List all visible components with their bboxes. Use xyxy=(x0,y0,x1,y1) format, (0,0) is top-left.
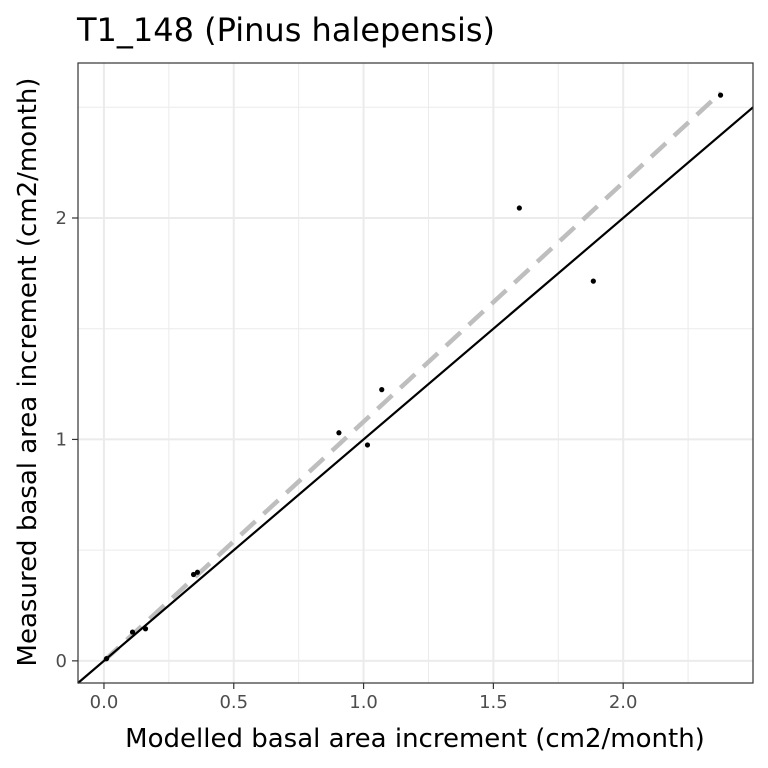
chart-title: T1_148 (Pinus halepensis) xyxy=(76,11,495,49)
y-tick-label: 1 xyxy=(56,429,67,450)
data-point xyxy=(336,430,342,436)
data-point xyxy=(194,569,201,575)
points-layer xyxy=(103,92,724,662)
x-axis: 0.0 0.5 1.0 1.5 2.0 xyxy=(90,683,638,713)
x-tick-label: 0.5 xyxy=(219,692,248,713)
gridlines xyxy=(78,63,753,683)
data-point xyxy=(364,442,371,448)
identity-line xyxy=(77,106,754,684)
lines-layer xyxy=(77,91,754,684)
x-tick-label: 1.5 xyxy=(479,692,508,713)
x-tick-label: 1.0 xyxy=(349,692,378,713)
x-tick-label: 0.0 xyxy=(90,692,119,713)
data-point xyxy=(129,629,136,635)
data-point xyxy=(379,387,385,393)
panel-border xyxy=(77,62,754,684)
y-tick-label: 0 xyxy=(56,651,67,672)
data-point xyxy=(142,626,149,632)
x-axis-title: Modelled basal area increment (cm2/month… xyxy=(125,724,705,754)
y-axis-title: Measured basal area increment (cm2/month… xyxy=(13,78,43,667)
data-point xyxy=(103,656,110,662)
y-axis: 0 1 2 xyxy=(56,208,78,672)
data-point xyxy=(516,205,522,211)
y-tick-label: 2 xyxy=(56,208,67,229)
fitted-regression-line xyxy=(102,91,723,663)
data-point xyxy=(590,278,596,284)
data-point xyxy=(717,92,724,98)
x-tick-label: 2.0 xyxy=(609,692,638,713)
data-point xyxy=(190,571,197,578)
